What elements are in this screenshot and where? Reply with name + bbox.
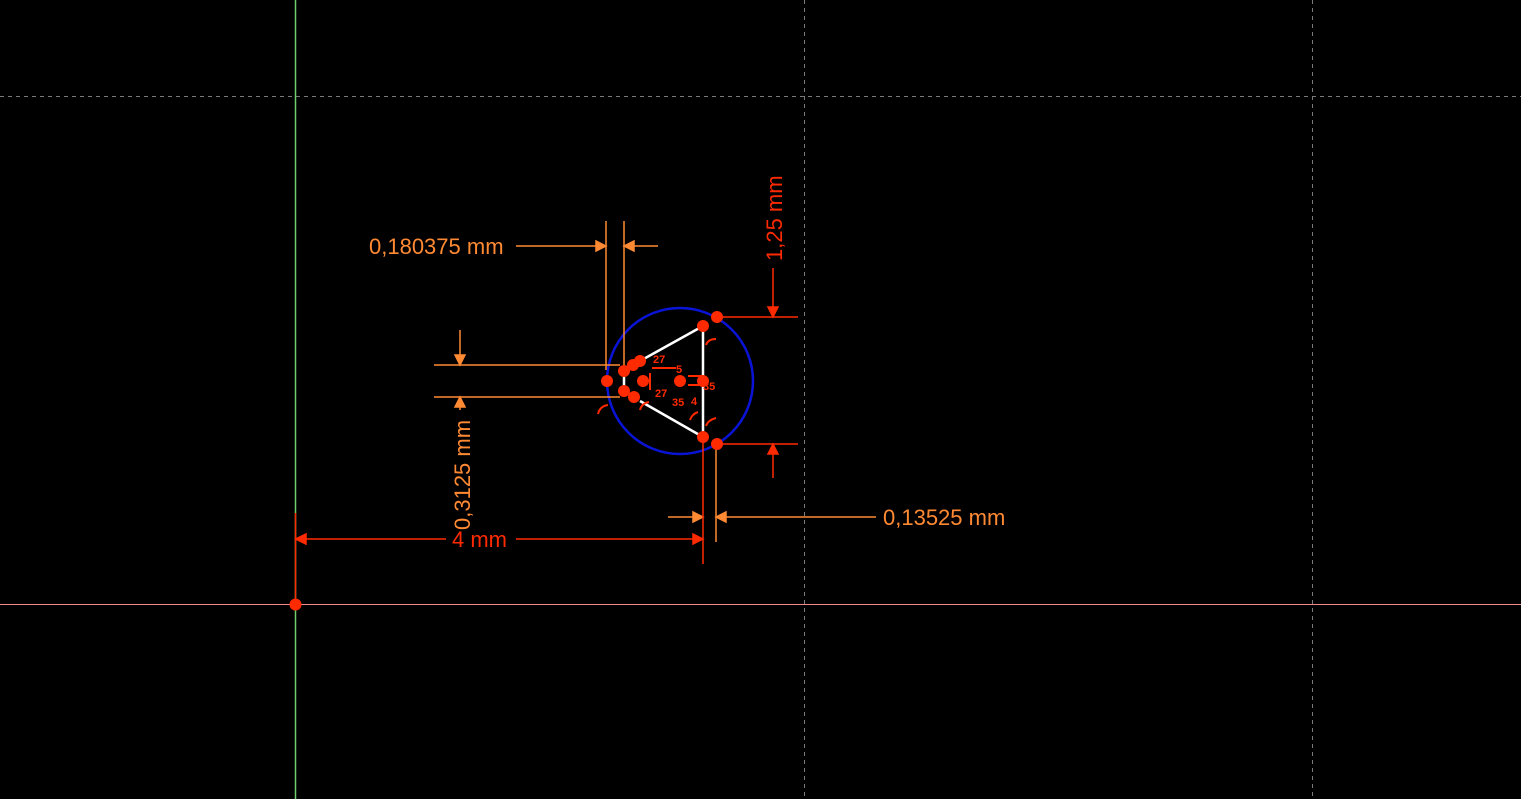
constraint-label: 27 <box>653 354 665 366</box>
dimension-width-bottom[interactable] <box>293 437 705 604</box>
dimension-label-width-bottom-right[interactable]: 0,13525 mm <box>883 505 1005 530</box>
geometry-line[interactable] <box>639 324 704 363</box>
dimension-label-height-left[interactable]: 0,3125 mm <box>450 420 475 530</box>
vertex-point-icon[interactable] <box>601 375 613 387</box>
vertex-point-icon[interactable] <box>697 375 709 387</box>
vertex-point-icon[interactable] <box>618 365 630 377</box>
sketch-geometry[interactable] <box>622 324 705 439</box>
constraint-label: 27 <box>655 388 667 400</box>
dimension-label-width-top[interactable]: 0,180375 mm <box>369 234 504 259</box>
constraint-arc-icon <box>705 338 717 346</box>
vertex-point-icon[interactable] <box>637 375 649 387</box>
constraint-arc-icon <box>597 404 609 415</box>
vertex-point-icon[interactable] <box>628 391 640 403</box>
dimension-label-height-right[interactable]: 1,25 mm <box>762 175 787 261</box>
vertex-point-icon[interactable] <box>289 598 302 611</box>
vertex-point-icon[interactable] <box>618 385 630 397</box>
geometry-line[interactable] <box>639 399 704 439</box>
constraint-label: 5 <box>676 364 682 376</box>
dimension-height-right[interactable] <box>717 268 798 478</box>
constraint-label: 35 <box>672 397 684 409</box>
vertex-point-icon[interactable] <box>674 375 686 387</box>
vertex-points[interactable] <box>289 311 724 611</box>
vertex-point-icon[interactable] <box>697 320 709 332</box>
vertex-point-icon[interactable] <box>634 355 646 367</box>
dimension-width-top[interactable] <box>516 221 658 370</box>
vertex-point-icon[interactable] <box>711 438 723 450</box>
constraint-arc-icon <box>705 417 717 427</box>
constraint-arc-icon <box>639 401 650 411</box>
constraint-marks <box>597 338 717 427</box>
vertex-point-icon[interactable] <box>697 431 709 443</box>
constraint-arc-icon <box>689 411 699 421</box>
vertex-point-icon[interactable] <box>711 311 723 323</box>
dimension-height-left[interactable] <box>434 330 620 410</box>
dimension-width-bottom-right[interactable] <box>668 444 876 542</box>
constraint-label: 4 <box>691 396 698 408</box>
dimension-label-width-bottom[interactable]: 4 mm <box>452 527 507 552</box>
